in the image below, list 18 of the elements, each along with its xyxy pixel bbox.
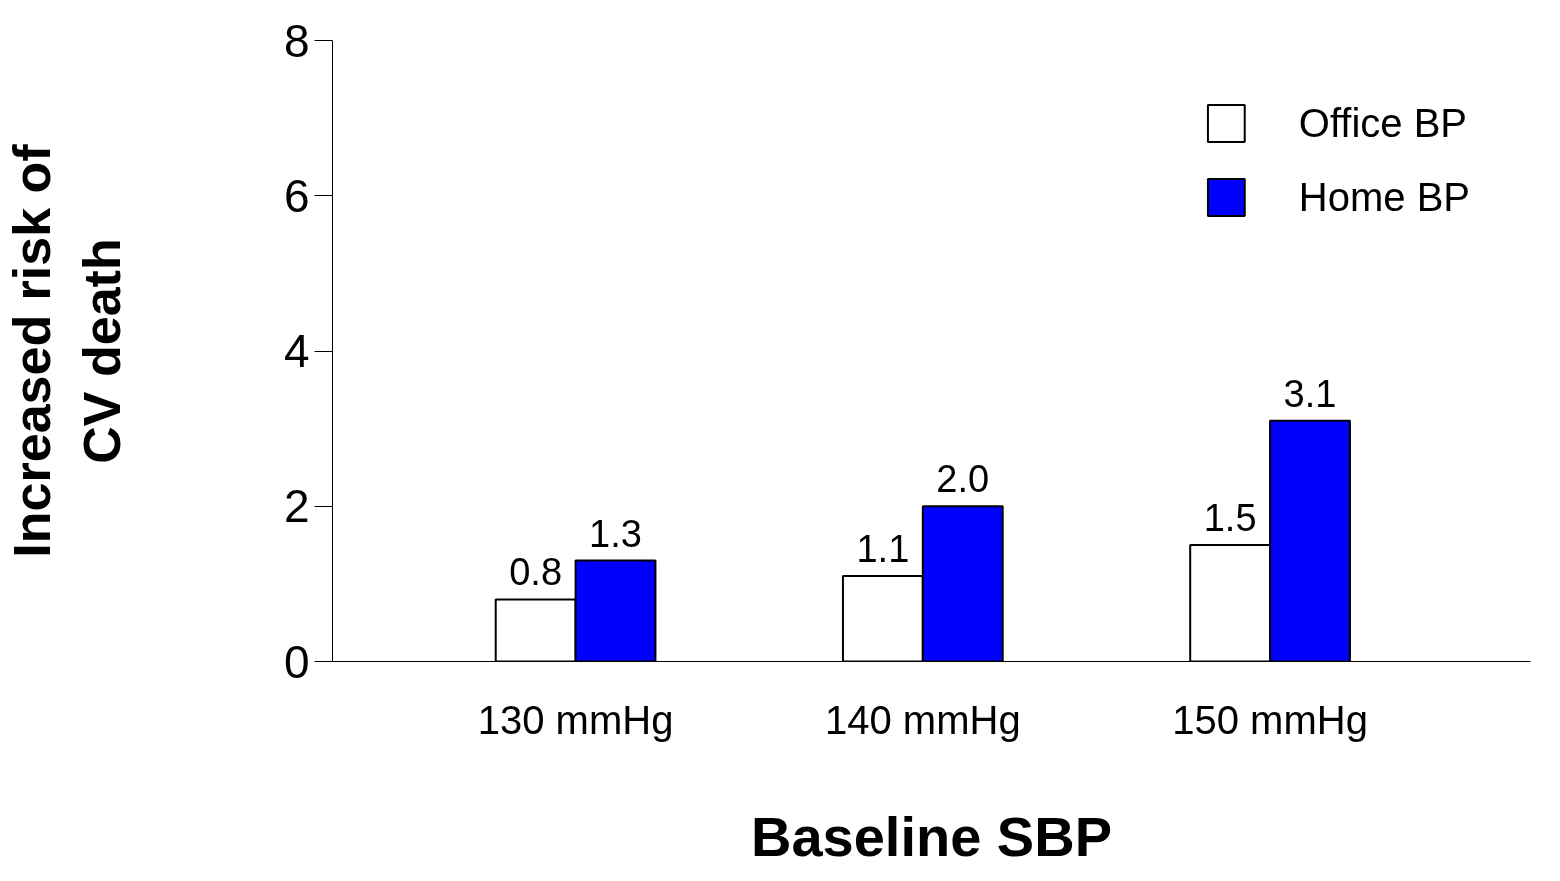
x-tick-label: 140 mmHg [825,697,1021,742]
data-label: 1.1 [856,528,910,571]
data-label: 3.1 [1283,372,1337,415]
data-label: 1.5 [1203,497,1257,540]
data-label: 1.3 [589,512,642,555]
y-tick-label: 2 [283,480,310,533]
y-axis-title: Increased risk of CV death [3,143,131,558]
x-tick-label: 130 mmHg [477,697,674,742]
y-tick-label: 6 [283,169,310,222]
y-tick-label: 4 [283,325,310,377]
y-tick-label: 0 [283,635,310,688]
data-label: 0.8 [509,551,563,594]
y-tick-label: 8 [283,14,310,67]
x-axis-title: Baseline SBP [750,804,1113,868]
legend-label: Home BP [1298,174,1470,220]
x-tick-label: 150 mmHg [1172,697,1368,742]
legend-label: Office BP [1298,100,1468,146]
data-label: 2.0 [936,458,990,501]
